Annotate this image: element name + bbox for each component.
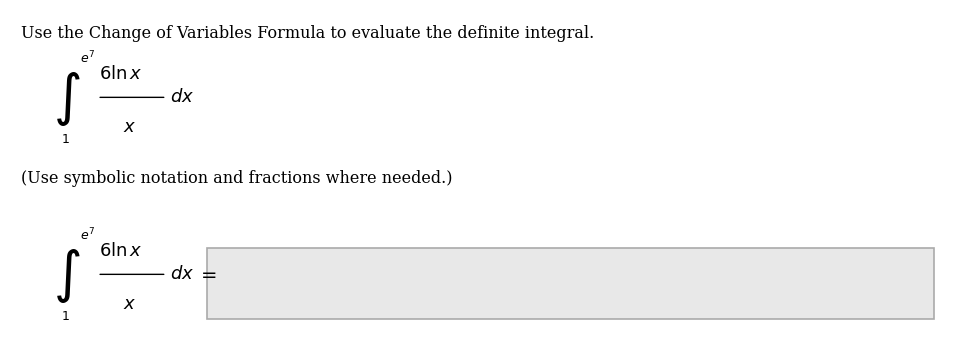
FancyBboxPatch shape (207, 248, 934, 319)
Text: $dx$: $dx$ (170, 266, 195, 283)
Text: $\int$: $\int$ (53, 247, 81, 305)
Text: $x$: $x$ (123, 119, 137, 136)
Text: $=$: $=$ (197, 266, 218, 283)
Text: $1$: $1$ (61, 310, 69, 323)
Text: $6\ln x$: $6\ln x$ (99, 65, 143, 83)
Text: $e^7$: $e^7$ (80, 50, 95, 67)
Text: $\int$: $\int$ (53, 70, 81, 128)
Text: $6\ln x$: $6\ln x$ (99, 242, 143, 260)
Text: $e^7$: $e^7$ (80, 227, 95, 244)
Text: $dx$: $dx$ (170, 88, 195, 106)
Text: $1$: $1$ (61, 133, 69, 146)
Text: (Use symbolic notation and fractions where needed.): (Use symbolic notation and fractions whe… (21, 170, 453, 187)
Text: Use the Change of Variables Formula to evaluate the definite integral.: Use the Change of Variables Formula to e… (21, 25, 594, 42)
Text: $x$: $x$ (123, 296, 137, 313)
